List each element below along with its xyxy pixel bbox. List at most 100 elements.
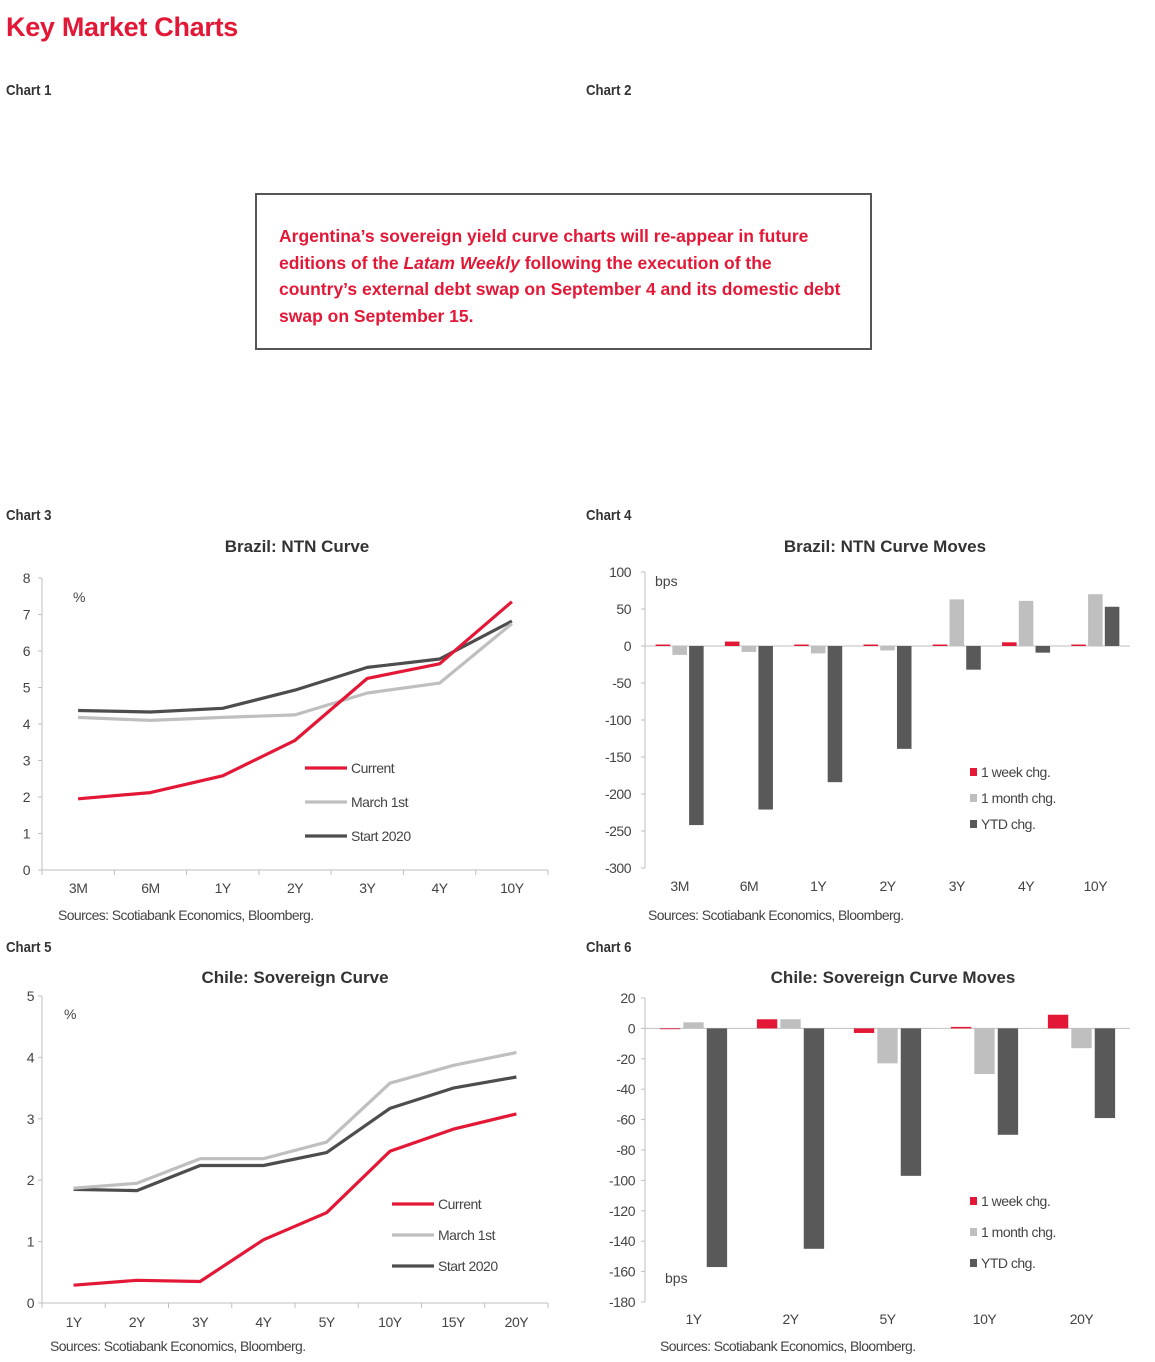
chart6-bar-1-week-chg- (853, 1028, 875, 1033)
chart6-bar-1-month-chg- (1071, 1028, 1092, 1049)
chart6-x-label: 1Y (685, 1311, 702, 1327)
chart6-chart: Chile: Sovereign Curve Moves 20 0 -20 -40 -60… (609, 968, 1130, 1354)
chart6-bar-1-week-chg- (659, 1028, 681, 1030)
chart6-y-tick-label: -180 (609, 1294, 636, 1310)
chart5-y-tick-label: 5 (27, 988, 35, 1004)
chart4-x-label: 3Y (949, 878, 966, 894)
chart3-y-tick-label: 1 (23, 826, 31, 842)
chart5-x-label: 15Y (441, 1314, 466, 1330)
chart6-bar-1-week-chg- (950, 1026, 972, 1029)
chart4-y-tick-label: 50 (616, 601, 631, 617)
chart4-source: Sources: Scotiabank Economics, Bloomberg… (648, 907, 904, 923)
chart6-bar-1-week-chg- (756, 1019, 778, 1029)
chart3-y-tick-label: 8 (23, 570, 31, 586)
chart6-bar-ytd-chg- (997, 1028, 1019, 1135)
chart4-bar-1-week-chg- (724, 641, 740, 646)
chart3-legend-label: Current (351, 760, 395, 776)
chart4-bar-ytd-chg- (1035, 646, 1051, 653)
chart-3-label: Chart 3 (6, 507, 52, 524)
chart6-y-tick-label: -60 (616, 1112, 635, 1128)
chart3-x-label: 4Y (432, 880, 449, 896)
chart4-y-tick-label: -150 (605, 749, 632, 765)
chart4-x-label: 10Y (1084, 878, 1109, 894)
chart4-chart: Brazil: NTN Curve Moves 100 50 0 -50 -100 -150… (605, 537, 1130, 923)
page-title: Key Market Charts (6, 12, 238, 42)
chart4-y-tick-label: -300 (605, 860, 632, 876)
chart4-unit-label: bps (655, 573, 678, 589)
chart3-y-tick-label: 7 (23, 607, 31, 623)
chart6-legend-label: 1 week chg. (981, 1193, 1050, 1209)
chart4-bar-ytd-chg- (689, 646, 704, 826)
chart4-bar-1-week-chg- (1002, 642, 1017, 646)
chart-5-label: Chart 5 (6, 939, 52, 956)
chart4-bar-ytd-chg- (1104, 606, 1120, 646)
chart4-legend-swatch (970, 820, 977, 828)
chart5-x-label: 2Y (129, 1314, 146, 1330)
chart6-y-tick-label: -80 (616, 1142, 635, 1158)
chart5-x-label: 20Y (505, 1314, 530, 1330)
chart6-x-label: 5Y (879, 1311, 896, 1327)
chart6-bar-ytd-chg- (900, 1028, 922, 1176)
chart4-y-tick-label: 100 (609, 564, 632, 580)
chart3-y-tick-label: 5 (23, 680, 31, 696)
chart4-x-label: 3M (670, 878, 688, 894)
chart5-line-current (73, 1112, 517, 1287)
chart3-x-label: 3M (69, 880, 87, 896)
chart4-bar-ytd-chg- (758, 646, 773, 810)
chart6-y-tick-label: -40 (616, 1081, 635, 1097)
chart6-legend-swatch (970, 1228, 977, 1236)
chart5-legend-label: Start 2020 (438, 1258, 498, 1274)
chart-2-label: Chart 2 (586, 82, 632, 99)
chart6-bar-ytd-chg- (1094, 1028, 1116, 1119)
chart4-y-tick-label: -100 (605, 712, 632, 728)
chart3-y-tick-label: 2 (23, 789, 31, 805)
chart4-bar-1-month-chg- (949, 599, 965, 646)
chart4-y-tick-label: 0 (624, 638, 632, 654)
chart3-y-tick-label: 4 (23, 716, 31, 732)
chart4-legend-label: 1 month chg. (981, 790, 1056, 806)
chart6-bar-ytd-chg- (803, 1028, 825, 1249)
chart5-legend-label: March 1st (438, 1227, 496, 1243)
chart4-y-tick-label: -250 (605, 823, 632, 839)
chart3-x-label: 2Y (287, 880, 304, 896)
chart4-y-tick-label: -200 (605, 786, 632, 802)
chart3-legend-label: Start 2020 (351, 828, 411, 844)
chart3-x-label: 6M (141, 880, 159, 896)
chart3-x-label: 3Y (359, 880, 376, 896)
chart4-bar-1-week-chg- (794, 644, 809, 646)
chart6-y-tick-label: 0 (628, 1020, 636, 1036)
chart5-y-tick-label: 2 (27, 1172, 35, 1188)
chart6-bar-1-month-chg- (974, 1028, 995, 1074)
chart6-y-tick-label: -120 (609, 1203, 636, 1219)
chart5-y-tick-label: 0 (27, 1295, 35, 1311)
chart6-legend-label: YTD chg. (981, 1255, 1035, 1271)
chart6-x-label: 2Y (782, 1311, 799, 1327)
chart5-y-tick-label: 4 (27, 1049, 35, 1065)
chart3-x-label: 10Y (500, 880, 525, 896)
chart6-bar-1-month-chg- (683, 1022, 704, 1029)
notice-text: Argentina’s sovereign yield curve charts… (279, 223, 848, 329)
notice-text-part2: following the execution of the country’s… (279, 252, 841, 326)
chart5-title: Chile: Sovereign Curve (201, 968, 388, 987)
chart4-bar-1-month-chg- (1088, 594, 1103, 646)
chart4-bar-1-week-chg- (655, 644, 671, 646)
chart4-x-label: 1Y (810, 878, 827, 894)
notice-text-part1: Argentina’s sovereign yield curve charts… (279, 226, 809, 273)
chart4-bar-1-week-chg- (932, 644, 948, 646)
chart6-x-label: 10Y (973, 1311, 998, 1327)
chart4-bar-1-month-chg- (1018, 600, 1034, 646)
chart3-title: Brazil: NTN Curve (225, 537, 370, 556)
chart4-bar-ytd-chg- (966, 646, 981, 670)
chart3-y-tick-label: 3 (23, 753, 31, 769)
chart4-legend-label: YTD chg. (981, 816, 1035, 832)
chart3-unit-label: % (73, 589, 85, 605)
argentina-notice-box: Argentina’s sovereign yield curve charts… (255, 193, 872, 350)
chart5-line-march-1st (73, 1050, 517, 1190)
chart6-source: Sources: Scotiabank Economics, Bloomberg… (660, 1338, 916, 1354)
chart4-bar-1-month-chg- (672, 646, 687, 655)
notice-text-publication: Latam Weekly (403, 252, 520, 273)
chart5-x-label: 1Y (66, 1314, 83, 1330)
chart5-legend-label: Current (438, 1196, 482, 1212)
chart6-y-tick-label: -20 (616, 1051, 635, 1067)
